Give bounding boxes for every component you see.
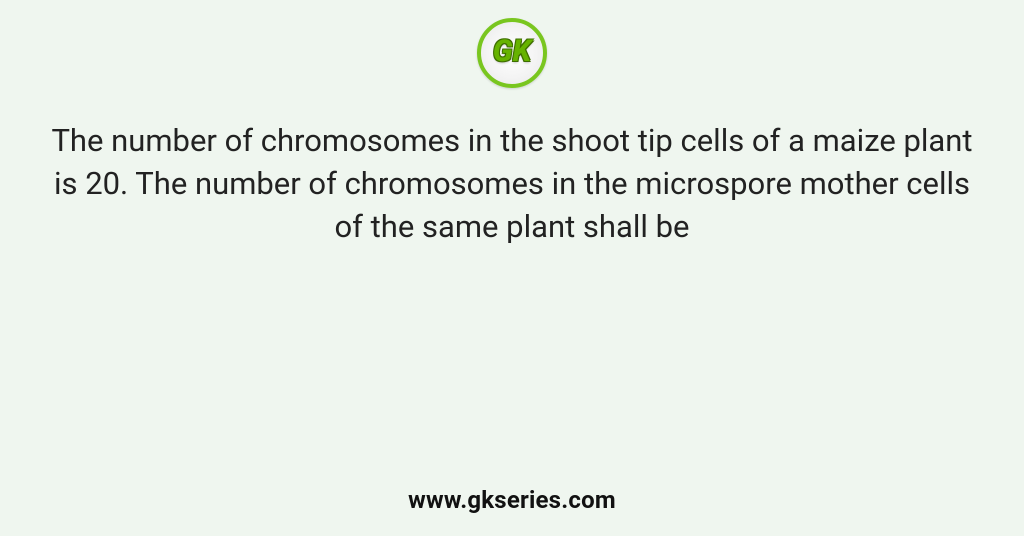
question-text: The number of chromosomes in the shoot t… bbox=[50, 120, 974, 248]
logo-container: GK bbox=[477, 18, 547, 88]
logo-badge: GK bbox=[477, 18, 547, 88]
footer-url: www.gkseries.com bbox=[408, 486, 616, 514]
logo-text: GK bbox=[493, 37, 531, 67]
